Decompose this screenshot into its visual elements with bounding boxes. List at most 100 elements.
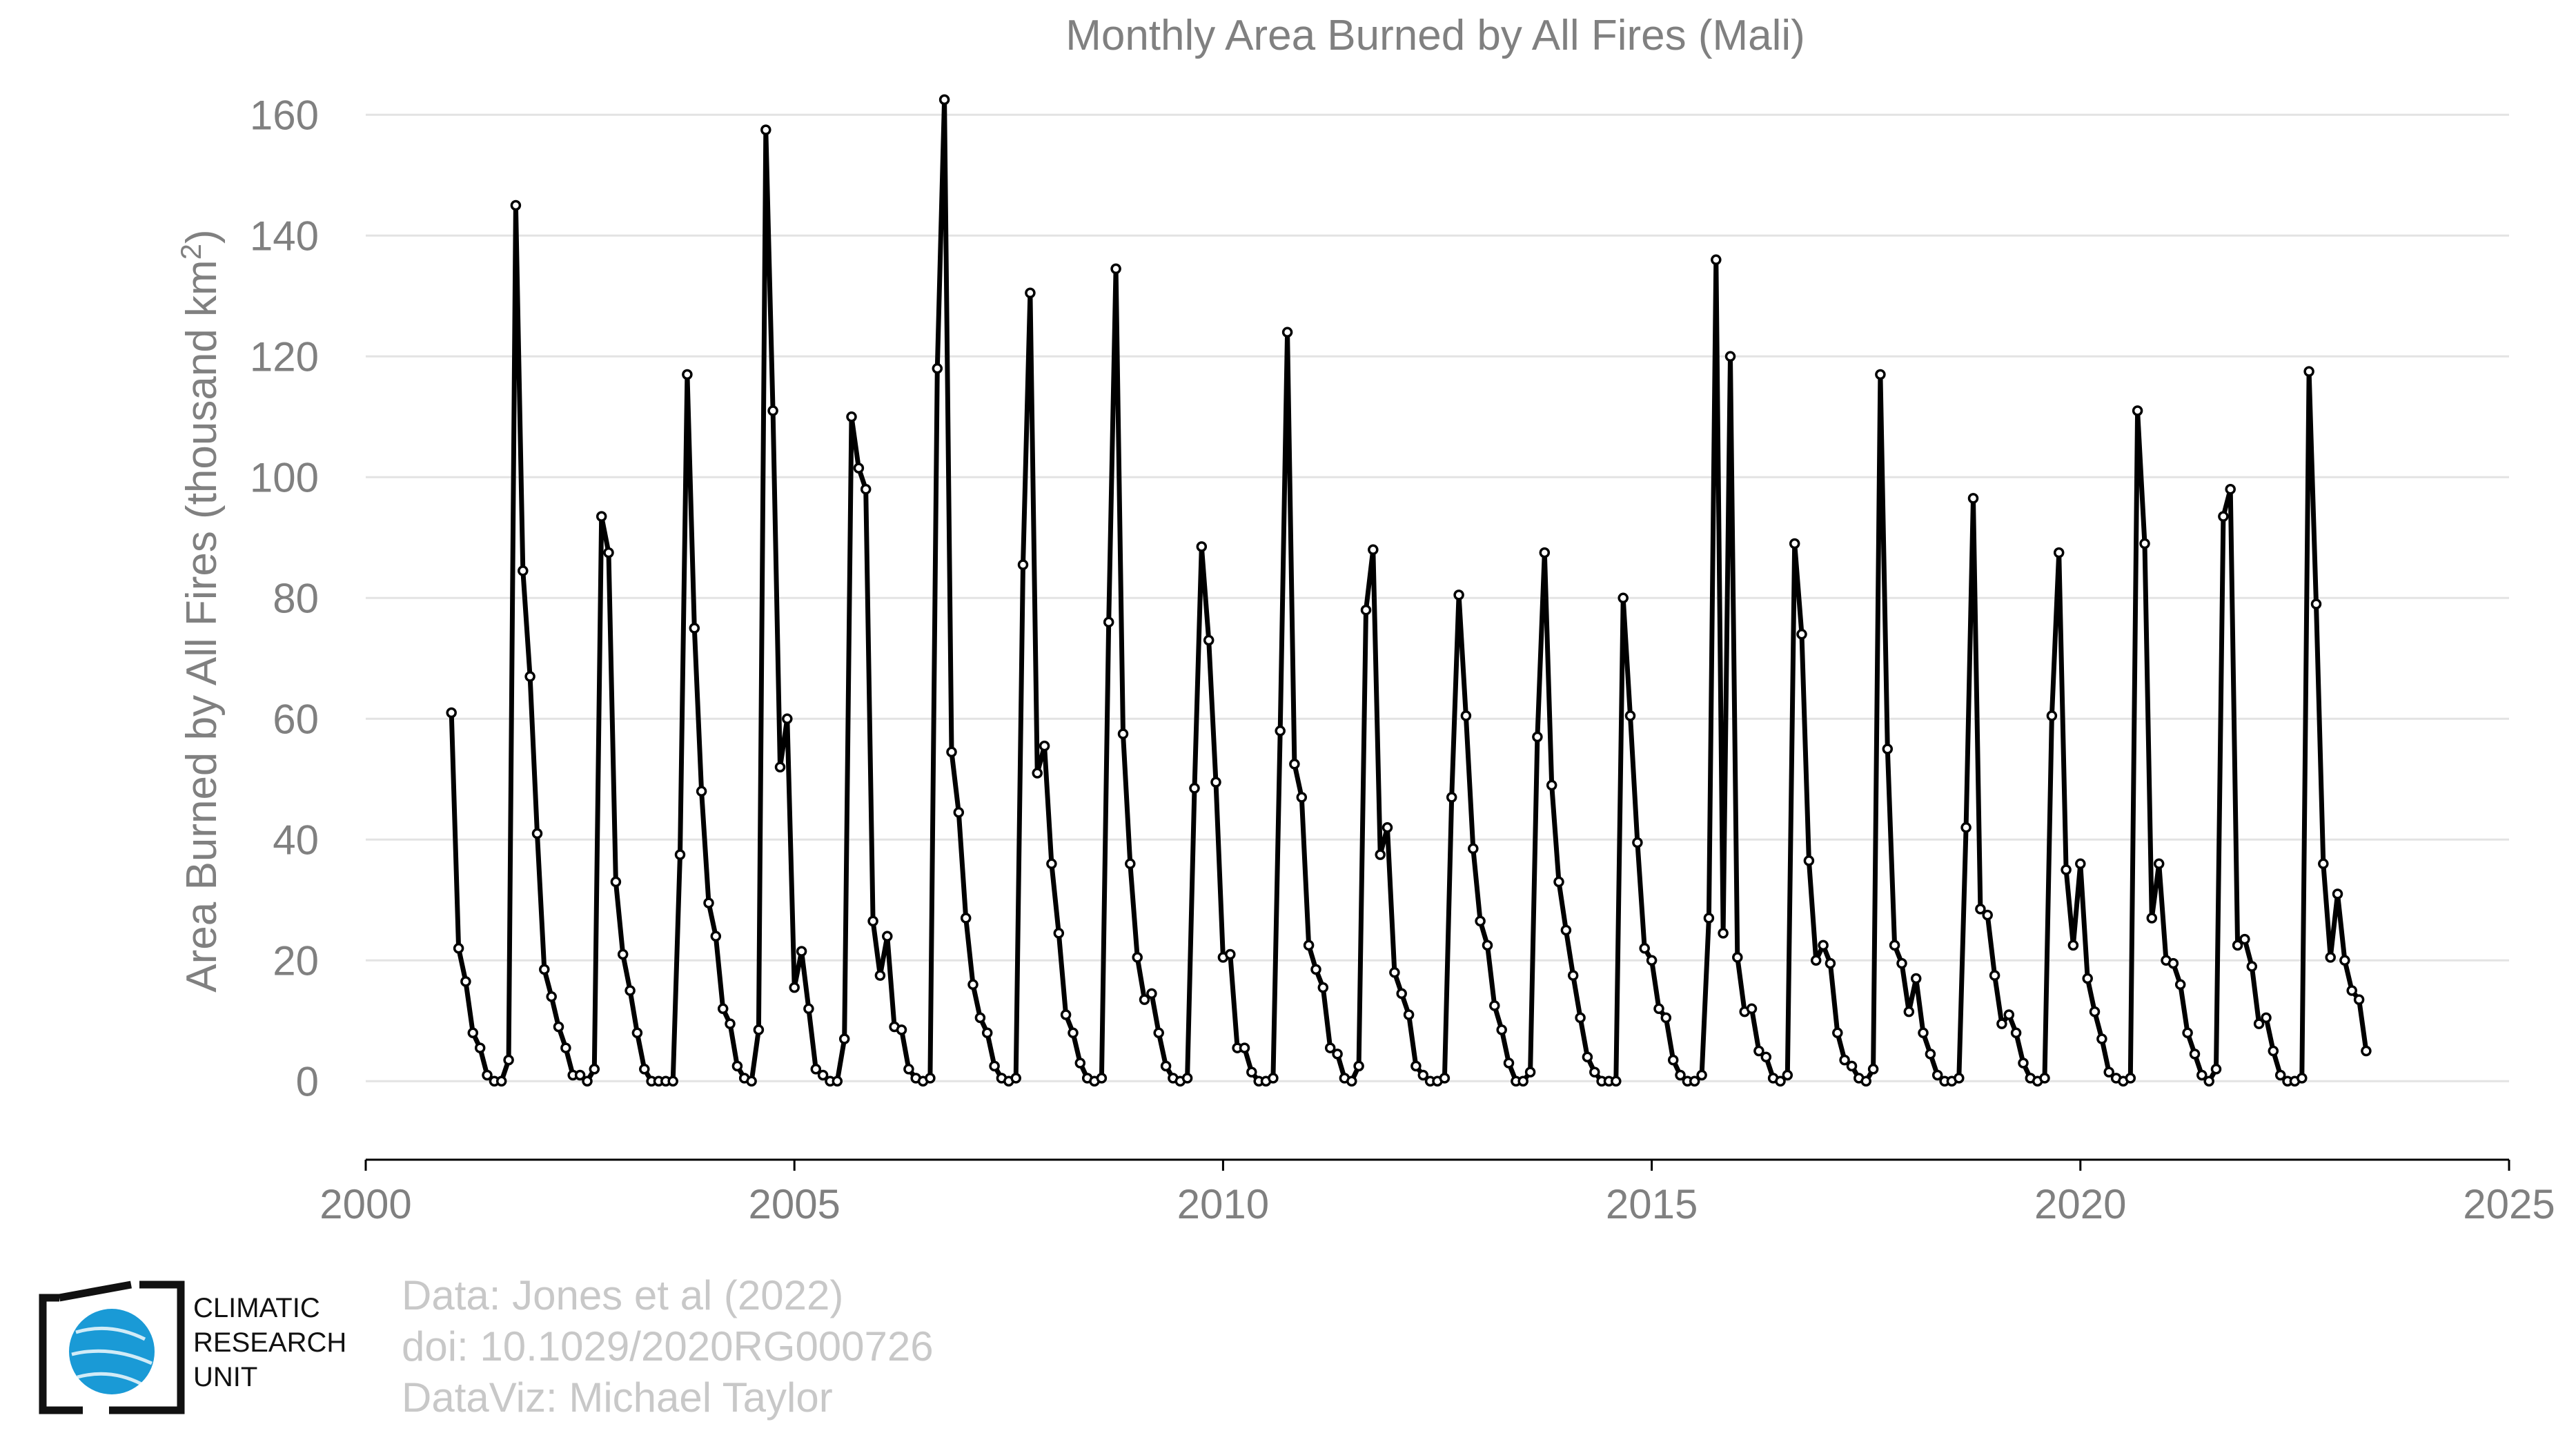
data-point	[1760, 1051, 1772, 1063]
data-point	[2218, 511, 2229, 522]
data-point	[1289, 759, 1300, 770]
data-point	[1332, 1049, 1343, 1060]
y-tick-label: 40	[273, 817, 319, 863]
data-point	[1539, 547, 1551, 558]
data-point	[1468, 843, 1479, 855]
data-point	[460, 976, 471, 987]
data-point	[1296, 792, 1308, 803]
data-point	[1810, 955, 1822, 966]
data-point	[753, 1024, 765, 1035]
data-point	[1439, 1073, 1451, 1084]
data-point	[2010, 1027, 2022, 1039]
data-point	[938, 94, 950, 106]
data-point	[1967, 493, 1979, 504]
data-point	[1517, 1075, 1528, 1087]
x-tick-label: 2000	[319, 1181, 411, 1227]
data-point	[989, 1060, 1000, 1072]
data-point	[1646, 955, 1658, 966]
data-point	[553, 1021, 564, 1033]
data-point	[1724, 351, 1736, 362]
series-path	[449, 97, 2369, 1084]
data-point	[2067, 939, 2079, 951]
data-point	[1825, 957, 1836, 969]
data-point	[1403, 1009, 1415, 1020]
x-tick-label: 2025	[2463, 1181, 2555, 1227]
data-point	[667, 1075, 678, 1087]
data-point	[731, 1060, 743, 1072]
data-point	[789, 982, 800, 993]
data-point	[1732, 952, 1743, 963]
data-point	[1346, 1075, 1357, 1087]
data-point	[453, 943, 464, 954]
data-point	[682, 369, 693, 380]
data-point	[1303, 939, 1315, 951]
data-point	[1324, 1042, 1336, 1053]
data-point	[1989, 970, 2000, 981]
data-point	[1960, 822, 1972, 833]
data-point	[1996, 1018, 2007, 1029]
data-point	[495, 1075, 507, 1087]
data-point	[2132, 405, 2143, 416]
data-point	[1582, 1051, 1593, 1063]
data-point	[1103, 616, 1114, 627]
data-point	[1453, 590, 1464, 601]
data-point	[474, 1042, 486, 1053]
data-point	[1010, 1073, 1021, 1084]
data-point	[2061, 864, 2072, 875]
gridlines	[366, 113, 2509, 1082]
data-point	[467, 1027, 479, 1039]
data-point	[1196, 541, 1208, 552]
data-point	[2361, 1045, 2372, 1057]
data-point	[1560, 924, 1572, 936]
data-point	[1389, 967, 1400, 978]
data-point	[1110, 263, 1121, 275]
data-point	[1675, 1069, 1686, 1081]
data-point	[1496, 1024, 1507, 1035]
data-point	[1396, 988, 1407, 1000]
logo-line-3: UNIT	[193, 1362, 258, 1392]
data-point	[2053, 547, 2065, 558]
y-tick-label: 20	[273, 937, 319, 984]
data-point	[1632, 837, 1643, 848]
data-point	[2339, 955, 2350, 966]
data-point	[1839, 1054, 1850, 1066]
y-tick-label: 60	[273, 696, 319, 742]
data-point	[518, 565, 529, 576]
data-point	[867, 915, 878, 927]
data-point	[1117, 728, 1129, 739]
data-point	[1368, 544, 1379, 556]
data-point	[1074, 1058, 1086, 1069]
data-point	[2246, 961, 2258, 972]
data-point	[2346, 985, 2357, 996]
data-point	[631, 1027, 643, 1039]
data-point	[774, 761, 786, 773]
data-point	[1039, 740, 1050, 752]
data-point	[2268, 1045, 2279, 1057]
y-axis-ticks: 0 20 40 60 80 100 120 140 160	[250, 92, 319, 1104]
data-point	[1125, 858, 1136, 870]
data-point	[610, 876, 622, 888]
data-point	[1275, 726, 1286, 737]
data-point	[2253, 1018, 2265, 1029]
data-point	[625, 985, 636, 996]
y-tick-label: 100	[250, 454, 319, 500]
data-point	[1203, 634, 1215, 646]
data-point	[2075, 858, 2086, 870]
data-point	[589, 1064, 600, 1075]
data-point	[524, 671, 535, 682]
data-point	[1931, 1069, 1943, 1081]
data-point	[446, 707, 457, 719]
data-point	[974, 1012, 986, 1024]
data-point	[1460, 710, 1472, 721]
data-point	[846, 411, 857, 422]
data-point	[1903, 1006, 1915, 1017]
data-point	[1567, 970, 1579, 981]
y-axis-label: Area Burned by All Fires (thousand km2)	[175, 229, 226, 992]
data-point	[832, 1075, 843, 1087]
data-point	[782, 713, 793, 725]
data-point	[1489, 1000, 1500, 1011]
data-point	[2103, 1067, 2114, 1078]
data-point	[960, 913, 972, 924]
data-point	[1775, 1075, 1786, 1087]
data-point	[1268, 1073, 1279, 1084]
